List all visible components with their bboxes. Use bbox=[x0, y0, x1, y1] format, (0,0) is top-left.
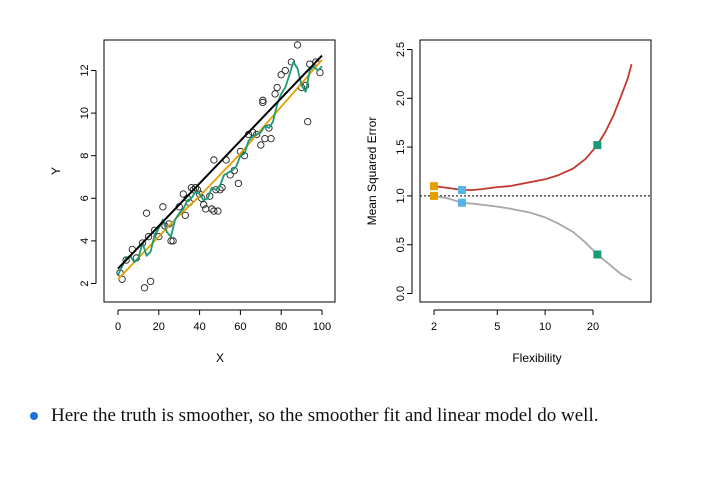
scatter-point bbox=[140, 284, 149, 292]
scatter-point bbox=[181, 211, 189, 219]
scatter-point bbox=[179, 190, 187, 198]
bullet-text: Here the truth is smoother, so the smoot… bbox=[51, 405, 599, 426]
mse-curve-1 bbox=[433, 195, 632, 281]
scatter-point bbox=[142, 209, 151, 217]
scatter-point bbox=[167, 237, 175, 245]
y-tick-label: 2.0 bbox=[395, 91, 407, 106]
x-tick-label: 20 bbox=[587, 321, 599, 333]
scatter-point bbox=[287, 58, 296, 66]
y-tick-label: 4 bbox=[79, 238, 91, 244]
scatter-point bbox=[144, 232, 153, 241]
y-tick-label: 8 bbox=[79, 153, 91, 159]
fit-curve-2 bbox=[117, 61, 323, 276]
scatter-point bbox=[189, 186, 198, 194]
scatter-point bbox=[293, 41, 302, 49]
mse-marker bbox=[430, 191, 438, 200]
scatter-point bbox=[169, 237, 177, 245]
y-axis-title: Y bbox=[49, 167, 63, 175]
x-tick-label: 0 bbox=[115, 321, 121, 333]
scatter-point bbox=[267, 135, 275, 143]
x-tick-label: 100 bbox=[313, 321, 331, 333]
y-tick-label: 0.5 bbox=[395, 237, 407, 252]
scatter-point bbox=[214, 207, 222, 215]
x-tick-label: 80 bbox=[275, 321, 287, 333]
scatter-point bbox=[259, 98, 267, 107]
y-axis-title: Mean Squared Error bbox=[365, 117, 379, 226]
y-tick-label: 1.0 bbox=[395, 188, 407, 203]
scatter-point bbox=[210, 156, 218, 164]
bullet-icon bbox=[30, 412, 38, 420]
scatter-point bbox=[155, 232, 163, 241]
scatter-point bbox=[261, 135, 269, 143]
scatter-point bbox=[281, 66, 289, 75]
fit-curve-1 bbox=[117, 59, 323, 280]
x-tick-label: 40 bbox=[193, 321, 205, 333]
y-tick-label: 12 bbox=[79, 64, 91, 76]
x-tick-label: 2 bbox=[431, 321, 437, 333]
mse-marker bbox=[457, 186, 466, 195]
right-plot-frame bbox=[419, 39, 652, 303]
left-scatter-plot: 0 20 40 60 80 100 X 2 4 6 8 10 12 Y bbox=[49, 39, 336, 365]
scatter-point bbox=[265, 124, 273, 132]
scatter-point bbox=[122, 256, 130, 264]
scatter-point bbox=[304, 117, 312, 126]
x-tick-label: 5 bbox=[494, 321, 500, 333]
scatter-point bbox=[273, 83, 281, 92]
x-tick-label: 60 bbox=[234, 321, 246, 333]
mse-marker bbox=[430, 182, 438, 191]
mse-marker bbox=[593, 250, 602, 259]
x-tick-label: 20 bbox=[153, 321, 165, 333]
mse-marker bbox=[593, 141, 602, 150]
mse-marker bbox=[457, 198, 466, 207]
left-plot-frame bbox=[103, 39, 336, 303]
scatter-point bbox=[257, 141, 265, 149]
y-tick-label: 0.0 bbox=[395, 286, 407, 301]
scatter-point bbox=[159, 203, 167, 211]
scatter-point bbox=[191, 183, 200, 192]
scatter-point bbox=[253, 130, 261, 139]
y-tick-label: 2.5 bbox=[395, 42, 407, 57]
fit-curve-0 bbox=[117, 54, 323, 270]
mse-curve-0 bbox=[433, 63, 633, 191]
scatter-point bbox=[210, 207, 218, 215]
scatter-point bbox=[277, 71, 285, 79]
y-tick-label: 10 bbox=[79, 107, 91, 119]
scatter-point bbox=[271, 90, 279, 98]
x-axis-title: Flexibility bbox=[512, 351, 561, 365]
y-tick-label: 1.5 bbox=[395, 139, 407, 154]
figure: 0 20 40 60 80 100 X 2 4 6 8 10 12 Y 2 5 10 20 Flexibility… bbox=[49, 39, 652, 365]
scatter-point bbox=[200, 201, 208, 209]
y-tick-label: 2 bbox=[79, 280, 91, 286]
scatter-point bbox=[234, 179, 243, 188]
x-axis-title: X bbox=[216, 351, 224, 365]
scatter-point bbox=[146, 277, 155, 286]
bullet-point: Here the truth is smoother, so the smoot… bbox=[30, 404, 680, 428]
x-tick-label: 10 bbox=[539, 321, 551, 333]
y-tick-label: 6 bbox=[79, 195, 91, 201]
right-mse-plot: 2 5 10 20 Flexibility 0.0 0.5 1.0 1.5 2.0 2.5 Mean … bbox=[365, 39, 652, 365]
scatter-point bbox=[259, 96, 267, 104]
